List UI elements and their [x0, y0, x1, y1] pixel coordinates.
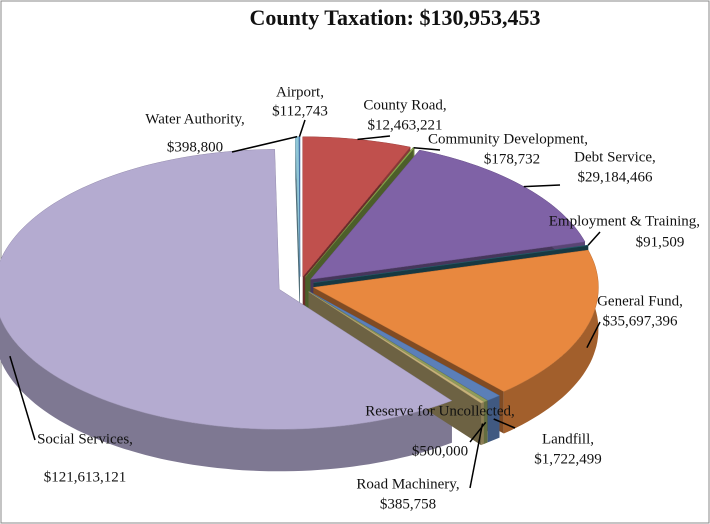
slice-label: Community Development, — [428, 131, 588, 147]
slice-value-label: $1,722,499 — [534, 451, 602, 467]
slice-label: Road Machinery, — [356, 476, 459, 492]
pie-tops — [0, 136, 599, 430]
slice — [0, 149, 453, 430]
slice-label: County Road, — [363, 97, 446, 113]
slice-label: Social Services, — [37, 431, 133, 447]
slice-value-label: $29,184,466 — [578, 169, 654, 185]
slice-value-label: $500,000 — [412, 443, 468, 459]
chart-title: County Taxation: $130,953,453 — [250, 5, 541, 30]
leader-line — [231, 135, 298, 153]
slice-value-label: $121,613,121 — [44, 469, 127, 485]
slice-label: General Fund, — [597, 293, 683, 309]
slice-value-label: $385,758 — [380, 496, 436, 512]
slice — [308, 291, 501, 401]
slice — [308, 291, 485, 404]
slice-value-label: $398,800 — [167, 139, 223, 155]
slice-value-label: $178,732 — [484, 151, 540, 167]
slice-value-label: $12,463,221 — [368, 117, 443, 133]
leader-line — [586, 321, 601, 349]
slice-value-label: $35,697,396 — [603, 313, 679, 329]
slice-label: Airport, — [276, 84, 324, 100]
leader-line — [493, 418, 516, 429]
slice-label: Employment & Training, — [549, 213, 700, 229]
slice-value-label: $91,509 — [636, 234, 685, 250]
slice-label: Landfill, — [542, 431, 594, 447]
slice — [309, 149, 586, 280]
leader-line — [587, 231, 601, 246]
slice-side — [503, 250, 599, 434]
slice — [312, 249, 599, 392]
slice-wall — [295, 136, 300, 319]
leader-line — [469, 423, 484, 489]
leader-line — [9, 355, 36, 441]
slice-side — [487, 395, 500, 443]
slice-side — [0, 149, 452, 472]
leader-line — [298, 119, 306, 137]
slice-value-label: $112,743 — [272, 103, 328, 119]
leader-line — [469, 421, 487, 443]
leader-line — [523, 184, 561, 188]
slice-label: Debt Service, — [574, 149, 656, 165]
slice-label: Reserve for Uncollected, — [365, 403, 515, 419]
slice-label: Water Authority, — [145, 111, 244, 127]
slice-side — [484, 400, 488, 444]
leader-line — [357, 135, 391, 141]
leader-line — [413, 146, 441, 151]
